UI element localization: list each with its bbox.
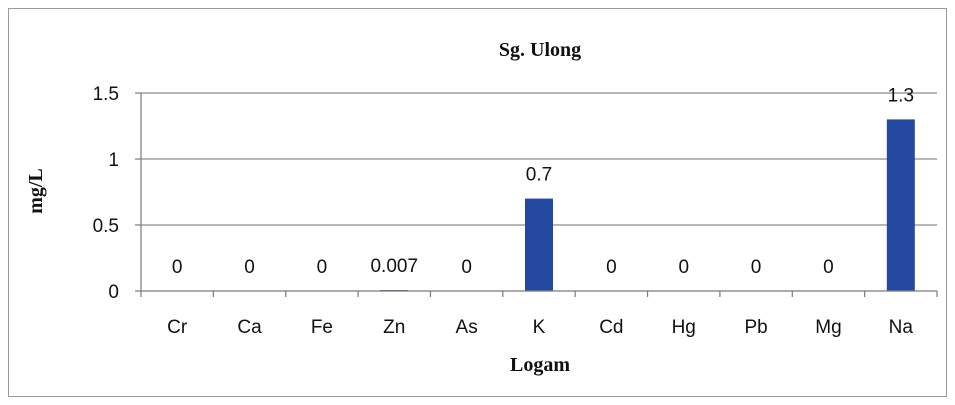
x-tick-label: As	[456, 317, 478, 338]
data-label: 0	[751, 257, 762, 278]
bar-k	[525, 198, 553, 291]
y-tick-label: 1.5	[93, 84, 119, 105]
x-tick-label: Cr	[167, 317, 188, 338]
bars	[380, 119, 915, 292]
x-tick-label: Cd	[599, 317, 623, 338]
x-tick-label: Ca	[237, 317, 262, 338]
x-tick-label: Mg	[815, 317, 841, 338]
x-tick-label: K	[533, 317, 546, 338]
data-label: 0	[172, 257, 183, 278]
axes	[140, 93, 938, 297]
bar-na	[886, 119, 915, 292]
x-tick-labels: Cr Ca Fe Zn As K Cd Hg Pb Mg Na	[167, 317, 913, 338]
data-label: 0	[823, 257, 834, 278]
y-axis-title: mg/L	[25, 168, 47, 214]
x-tick-label: Na	[889, 317, 914, 338]
y-tick-labels: 0 0.5 1 1.5	[93, 84, 119, 303]
x-tick-label: Pb	[744, 317, 767, 338]
data-label: 0	[317, 257, 328, 278]
x-tick-label: Zn	[383, 317, 405, 338]
y-tick-label: 0.5	[93, 216, 119, 237]
x-tick-label: Fe	[311, 317, 333, 338]
x-tick-label: Hg	[672, 317, 696, 338]
data-label: 0	[678, 257, 689, 278]
data-label: 0	[606, 257, 617, 278]
data-label: 0.7	[526, 165, 552, 186]
y-tick-label: 0	[108, 282, 119, 303]
y-tick-label: 1	[108, 150, 119, 171]
data-label: 1.3	[888, 85, 914, 106]
data-label: 0	[244, 257, 255, 278]
data-labels: 0 0 0 0.007 0 0.7 0 0 0 0 1.3	[172, 85, 914, 278]
chart-title: Sg. Ulong	[499, 39, 581, 61]
x-axis-title: Logam	[510, 354, 570, 376]
data-label: 0	[461, 257, 472, 278]
data-label: 0.007	[370, 256, 418, 277]
chart-frame	[8, 8, 947, 397]
